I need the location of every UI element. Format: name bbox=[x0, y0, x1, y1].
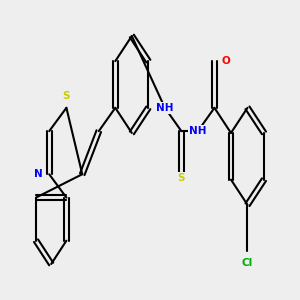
Text: N: N bbox=[34, 169, 42, 179]
Text: Cl: Cl bbox=[242, 258, 253, 268]
Text: O: O bbox=[221, 56, 230, 66]
Text: S: S bbox=[178, 173, 185, 183]
Text: N: N bbox=[34, 169, 42, 179]
Text: NH: NH bbox=[189, 126, 207, 136]
Text: O: O bbox=[221, 56, 230, 66]
Text: NH: NH bbox=[156, 103, 174, 113]
Text: S: S bbox=[63, 91, 70, 101]
Text: S: S bbox=[63, 91, 70, 101]
Text: S: S bbox=[178, 173, 185, 183]
Text: NH: NH bbox=[189, 126, 207, 136]
Text: Cl: Cl bbox=[242, 258, 253, 268]
Text: NH: NH bbox=[156, 103, 174, 113]
